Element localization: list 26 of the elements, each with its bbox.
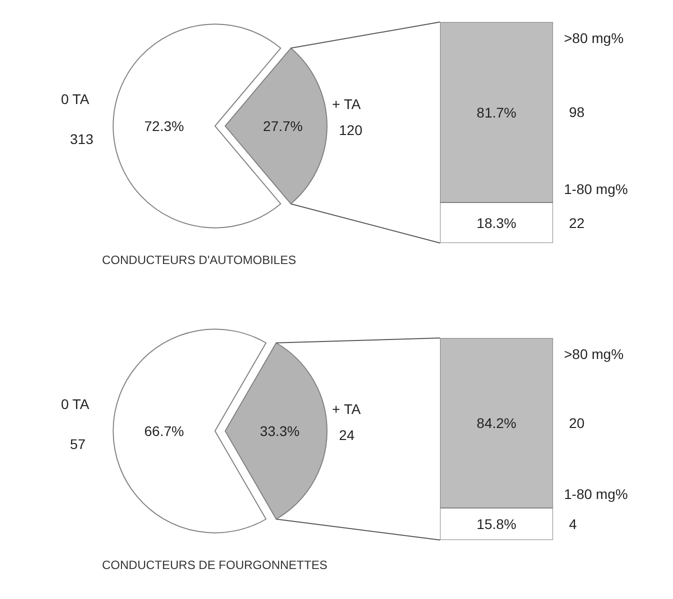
text: 98 (569, 104, 585, 120)
slice-label: 0 TA (61, 396, 90, 412)
data-label: 66.7% (144, 423, 184, 439)
text: 20 (569, 415, 585, 431)
data-label: 81.7% (476, 104, 516, 120)
text: 57 (70, 436, 86, 452)
text: 313 (70, 131, 94, 147)
text: CONDUCTEURS DE FOURGONNETTES (102, 558, 328, 572)
text: 22 (569, 215, 585, 231)
series-label: >80 mg% (564, 30, 624, 46)
series-label: >80 mg% (564, 346, 624, 362)
data-label: 27.7% (263, 118, 303, 134)
series-label: 1-80 mg% (564, 486, 628, 502)
slice-label: + TA (332, 401, 362, 417)
series-label: 1-80 mg% (564, 181, 628, 197)
slice-label: 0 TA (61, 91, 90, 107)
data-label: 15.8% (476, 516, 516, 532)
data-label: 84.2% (476, 415, 516, 432)
text: CONDUCTEURS D'AUTOMOBILES (102, 253, 296, 267)
text: 24 (339, 427, 355, 443)
text: 4 (569, 516, 577, 532)
text: 120 (339, 122, 363, 138)
data-label: 72.3% (144, 118, 184, 134)
data-label: 33.3% (260, 423, 300, 439)
slice-label: + TA (332, 96, 362, 112)
data-label: 18.3% (476, 214, 516, 231)
